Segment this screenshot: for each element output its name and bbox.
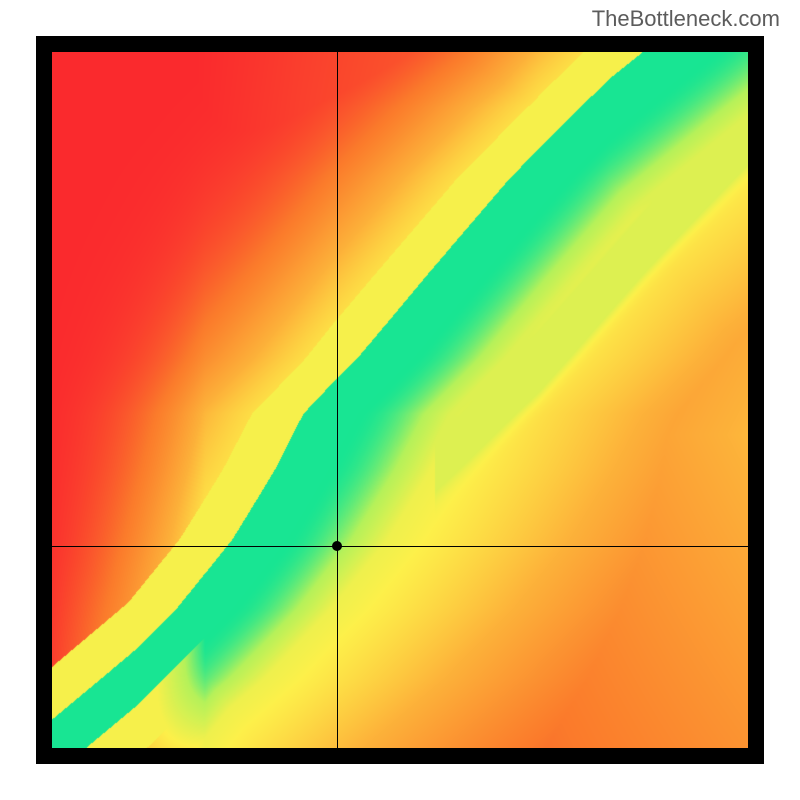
crosshair-vertical xyxy=(337,52,338,748)
heatmap-canvas xyxy=(52,52,748,748)
plot-area xyxy=(52,52,748,748)
chart-container: TheBottleneck.com xyxy=(0,0,800,800)
crosshair-horizontal xyxy=(52,546,748,547)
attribution-label: TheBottleneck.com xyxy=(592,6,780,32)
